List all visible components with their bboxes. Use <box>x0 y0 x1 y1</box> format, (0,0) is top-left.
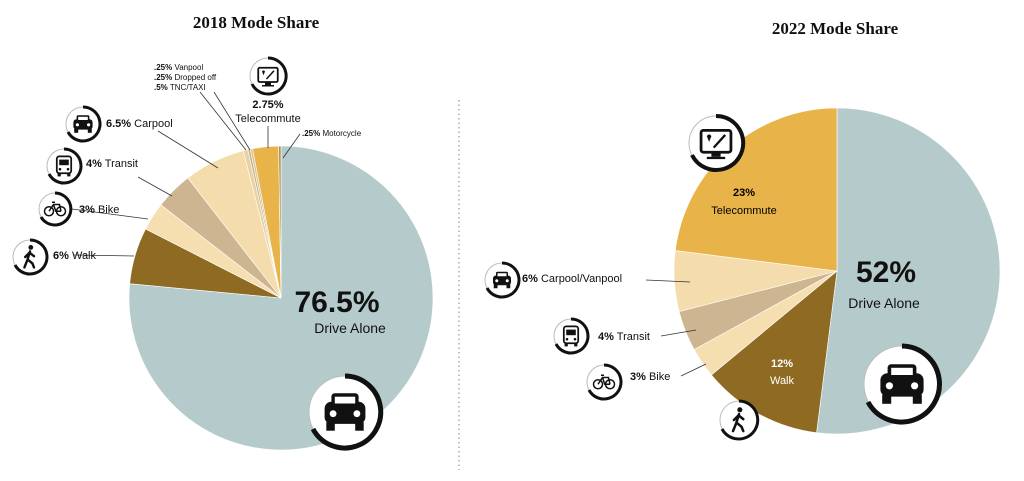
chart2-drive-alone-label: Drive Alone <box>848 295 920 311</box>
chart1-walk-leader <box>73 254 135 257</box>
chart1-motorcycle-leader <box>282 133 301 159</box>
chart1-carpool-icon <box>65 105 102 143</box>
chart1-dropped-text: .25% Dropped off <box>154 73 217 82</box>
chart1-transit-leader <box>137 176 173 197</box>
chart1-carpool-text: 6.5% Carpool <box>106 118 173 130</box>
chart1-motorcycle-label: Motorcycle <box>322 129 361 138</box>
chart2-bike-leader <box>680 363 707 377</box>
chart1-walk-text: 6% Walk <box>53 250 97 262</box>
chart2-bike-value: 3% <box>630 371 646 383</box>
chart1-carpool-leader <box>157 130 219 169</box>
chart2-transit-value: 4% <box>598 331 614 343</box>
chart2-bike-label: Bike <box>649 371 670 383</box>
chart1-drive-alone-value: 76.5% <box>294 286 379 319</box>
chart2-bike-text: 3% Bike <box>630 371 670 383</box>
chart2-telecommute-label: Telecommute <box>711 205 776 217</box>
chart1-walk-value: 6% <box>53 250 69 262</box>
chart1-bike-label: Bike <box>98 204 119 216</box>
chart1-motorcycle-text: .25% Motorcycle <box>302 129 362 138</box>
chart2-drive-alone-value: 52% <box>856 256 916 289</box>
chart2-walk-icon <box>719 399 760 441</box>
chart1-walk-label: Walk <box>72 250 97 262</box>
chart1-carpool-value: 6.5% <box>106 118 131 130</box>
chart1-small-leader-1 <box>199 91 247 151</box>
chart2-carpool-text: 6% Carpool/Vanpool <box>522 273 622 285</box>
chart1-dropped-value: .25% <box>154 73 172 82</box>
chart1-telecommute-value: 2.75% <box>252 99 283 111</box>
chart2-bike-icon <box>586 363 623 401</box>
chart1-drive-alone-label: Drive Alone <box>314 320 386 336</box>
chart2-pie <box>673 107 1001 435</box>
chart1-walk-icon <box>12 238 49 276</box>
chart1-motorcycle-value: .25% <box>302 129 320 138</box>
chart1-telecommute-label: Telecommute <box>235 113 300 125</box>
chart1-transit-value: 4% <box>86 158 102 170</box>
chart1-carpool-label: Carpool <box>134 118 173 130</box>
chart2-transit-text: 4% Transit <box>598 331 650 343</box>
chart1-vanpool-text: .25% Vanpool <box>154 63 203 72</box>
chart1-small-leader-2 <box>213 91 251 151</box>
chart1-vanpool-label: Vanpool <box>174 63 203 72</box>
chart1-vanpool-value: .25% <box>154 63 172 72</box>
chart2-slice-walk <box>710 270 838 434</box>
chart2-walk-label: Walk <box>770 375 795 387</box>
chart1-bike-value: 3% <box>79 204 95 216</box>
chart2-transit-label: Transit <box>617 331 650 343</box>
chart2-carpool-leader <box>645 279 691 283</box>
chart2-walk-value: 12% <box>771 358 793 370</box>
chart2-carpool-value: 6% <box>522 273 538 285</box>
chart1-drive-alone-icon <box>308 373 384 451</box>
chart2-transit-leader <box>660 329 697 337</box>
chart2-drive-alone-icon <box>863 343 942 425</box>
chart2-carpool-icon <box>484 261 521 299</box>
chart1-slice-motorcycle <box>278 145 282 299</box>
chart2-telecommute-icon <box>688 113 746 172</box>
chart2-slice-drive-alone <box>816 107 1001 435</box>
chart2-title: 2022 Mode Share <box>772 19 899 38</box>
chart1-telecommute-icon <box>249 56 288 96</box>
chart1-tnc-text: .5% TNC/TAXI <box>154 83 206 92</box>
chart1-bike-text: 3% Bike <box>79 204 119 216</box>
chart1-dropped-label: Dropped off <box>174 73 216 82</box>
chart1-transit-label: Transit <box>105 158 138 170</box>
chart1-pie <box>128 145 434 451</box>
chart1-bike-leader <box>71 208 149 220</box>
chart1-transit-icon <box>46 147 83 185</box>
chart1-transit-text: 4% Transit <box>86 158 138 170</box>
chart1-tnc-label: TNC/TAXI <box>170 83 206 92</box>
chart2-carpool-label: Carpool/Vanpool <box>541 273 622 285</box>
chart1-tnc-value: .5% <box>154 83 168 92</box>
chart2-telecommute-value: 23% <box>733 187 755 199</box>
chart1-title: 2018 Mode Share <box>193 13 320 32</box>
chart2-transit-icon <box>553 317 590 355</box>
chart1-bike-icon <box>38 191 73 227</box>
